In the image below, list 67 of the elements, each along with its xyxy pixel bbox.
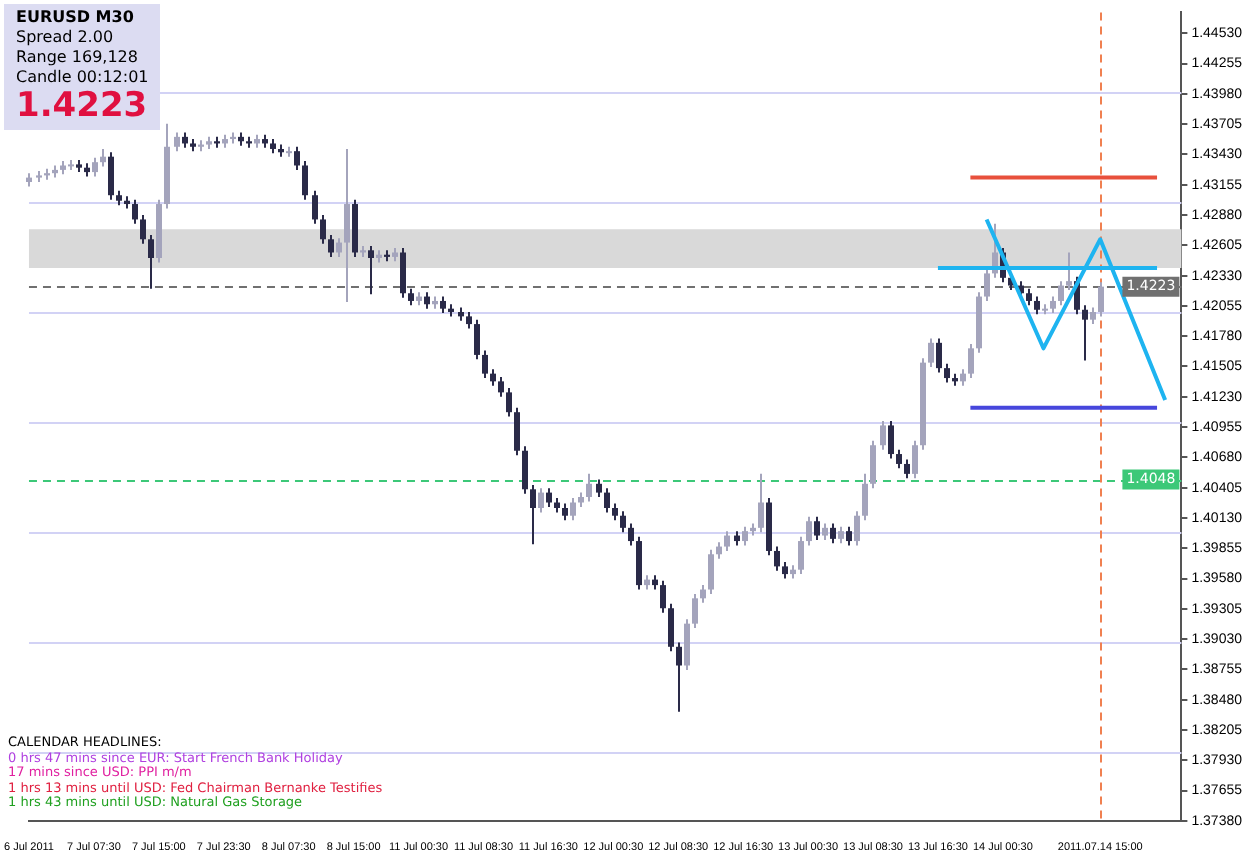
- candlestick: [1098, 281, 1104, 318]
- candlestick: [814, 515, 820, 541]
- candlestick: [1058, 280, 1064, 307]
- candlestick: [684, 618, 690, 671]
- candlestick: [758, 472, 764, 534]
- candlestick: [174, 131, 180, 153]
- candlestick: [742, 525, 748, 547]
- candlestick: [530, 483, 536, 546]
- candlestick: [522, 445, 528, 495]
- candlestick: [798, 535, 804, 576]
- chart-title: EURUSD M30: [16, 8, 136, 28]
- candlestick: [692, 592, 698, 630]
- candlestick: [936, 337, 942, 374]
- candlestick: [620, 510, 626, 534]
- candlestick: [538, 487, 544, 514]
- candlestick: [498, 375, 504, 398]
- candlestick: [320, 214, 326, 245]
- candlestick: [368, 244, 374, 296]
- candlestick: [870, 439, 876, 490]
- candlestick: [806, 515, 812, 547]
- candlestick: [862, 472, 868, 522]
- candlestick: [628, 522, 634, 547]
- candlestick: [312, 189, 318, 225]
- annotation: Candle 00:12:01: [16, 68, 149, 88]
- annotation: 1.4223: [16, 86, 149, 126]
- candlestick: [984, 268, 990, 302]
- annotation: Range 169,128: [16, 48, 140, 68]
- candlestick: [724, 530, 730, 552]
- candlestick: [344, 147, 350, 304]
- candlestick: [336, 237, 342, 258]
- candlestick: [660, 579, 666, 614]
- candlestick: [904, 458, 910, 480]
- candlestick: [132, 198, 138, 225]
- candlestick: [774, 545, 780, 572]
- candlestick: [514, 406, 520, 457]
- candlestick: [302, 160, 308, 201]
- candlestick: [148, 233, 154, 290]
- candlestick: [586, 472, 592, 503]
- candlestick: [570, 497, 576, 522]
- candlestick: [400, 247, 406, 299]
- candlestick: [636, 535, 642, 591]
- candlestick: [506, 386, 512, 418]
- candlestick: [968, 342, 974, 380]
- candlestick: [140, 214, 146, 245]
- candlestick: [846, 525, 852, 547]
- candlestick: [896, 448, 902, 470]
- candlestick: [676, 641, 682, 713]
- candlestick: [880, 420, 886, 451]
- annotation: Spread 2.00: [16, 28, 116, 48]
- candlestick: [92, 156, 98, 178]
- candlestick: [1082, 304, 1088, 362]
- candlestick: [668, 602, 674, 653]
- candlestick: [708, 548, 714, 595]
- candlestick: [944, 362, 950, 384]
- candlestick: [328, 233, 334, 258]
- candlestick: [830, 522, 836, 545]
- candlestick: [474, 318, 480, 361]
- candlestick: [928, 337, 934, 369]
- candlestick: [294, 145, 300, 171]
- candlestick: [912, 439, 918, 480]
- candlestick: [888, 420, 894, 460]
- candlestick: [108, 151, 114, 201]
- candlestick: [482, 349, 488, 380]
- candlestick: [604, 487, 610, 514]
- candlestick: [546, 487, 552, 508]
- candlestick: [1066, 251, 1072, 291]
- candlestick: [854, 510, 860, 547]
